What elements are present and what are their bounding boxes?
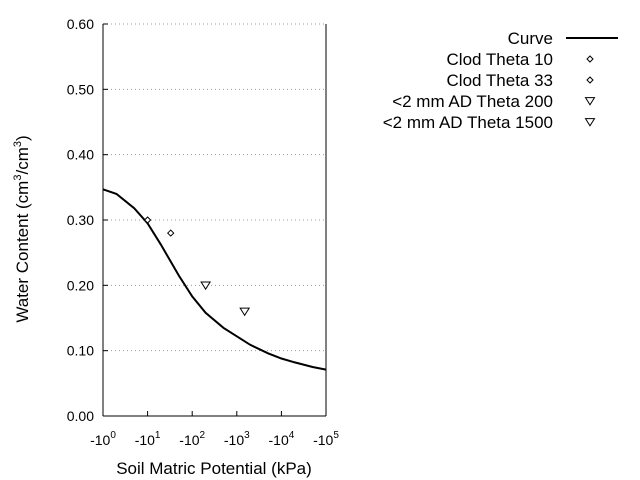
legend-label: Clod Theta 33	[447, 71, 553, 90]
y-tick-label: 0.60	[67, 16, 94, 32]
y-tick-label: 0.40	[67, 147, 94, 163]
y-tick-label: 0.10	[67, 343, 94, 359]
curve-line	[102, 188, 327, 371]
x-tick-label: -102	[179, 430, 205, 448]
y-tick-label: 0.50	[67, 81, 94, 97]
legend-marker-sample	[584, 97, 596, 106]
legend-label: <2 mm AD Theta 200	[392, 92, 553, 111]
legend-label: Curve	[508, 29, 553, 48]
plot-frame	[102, 24, 327, 417]
y-axis-title-superscript: 3	[12, 175, 24, 181]
grid-lines	[103, 23, 326, 352]
y-axis-title-part: /cm	[13, 147, 32, 174]
axis-ticks: 0.00 0.10 0.20 0.30 0.40 0.50 0.60 -100 -101 -102…	[67, 16, 340, 448]
legend-label: Clod Theta 10	[447, 50, 553, 69]
diamond-marker	[143, 216, 152, 224]
triangle-marker	[200, 281, 212, 291]
x-tick-label: -104	[269, 430, 295, 448]
y-tick-label: 0.30	[67, 212, 94, 228]
y-axis-title-part: Water Content (cm	[13, 181, 32, 323]
diamond-marker	[167, 229, 175, 237]
x-tick-label: -105	[313, 430, 339, 448]
y-tick-label: 0.20	[67, 277, 94, 293]
x-tick-label: -101	[135, 430, 161, 448]
y-axis-title-part: )	[13, 135, 32, 141]
triangle-marker	[239, 307, 251, 317]
x-tick-label: -100	[90, 430, 116, 448]
legend-marker-sample	[584, 118, 596, 127]
x-tick-label: -103	[224, 430, 250, 448]
data-series	[102, 188, 327, 371]
y-axis-title: Water Content (cm3/cm3)	[12, 135, 32, 322]
y-axis-title-superscript: 3	[12, 141, 24, 147]
legend-marker-sample	[586, 76, 594, 84]
legend-label: <2 mm AD Theta 1500	[383, 113, 553, 132]
y-tick-label: 0.00	[67, 408, 94, 424]
x-axis-title: Soil Matric Potential (kPa)	[116, 459, 312, 478]
legend-marker-sample	[586, 55, 594, 63]
legend: Curve Clod Theta 10 Clod Theta 33 <2 mm AD …	[383, 29, 618, 132]
